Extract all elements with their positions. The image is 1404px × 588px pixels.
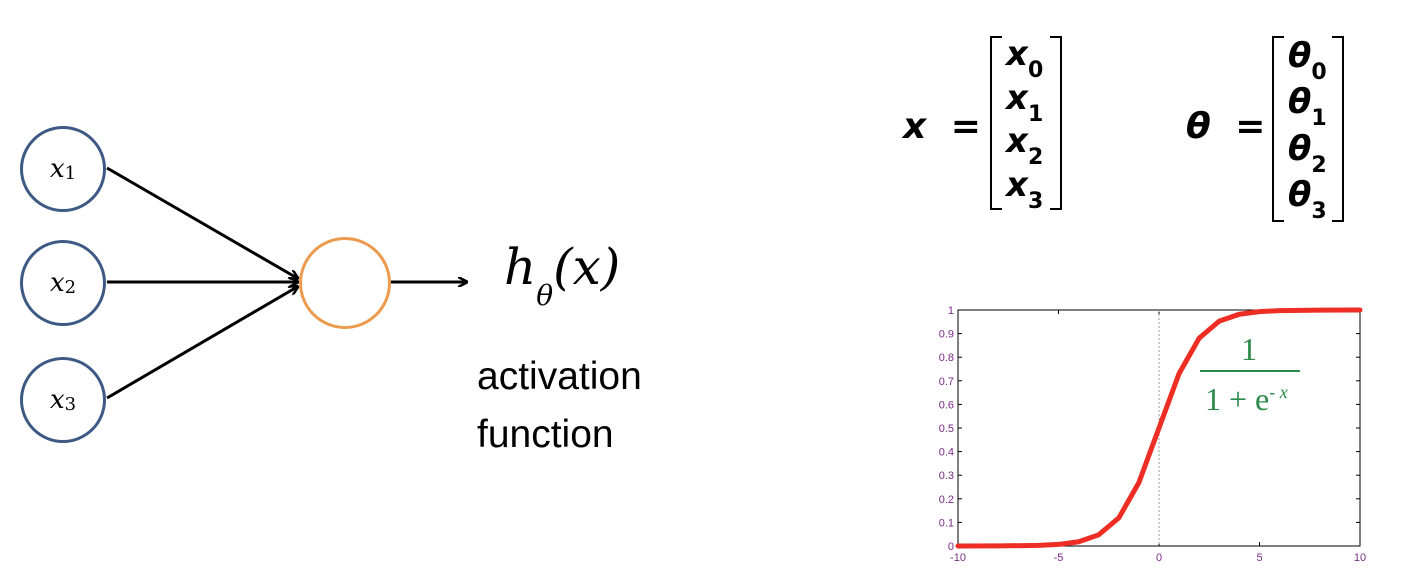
y-tick-label: 1 <box>948 305 954 317</box>
entry-var: θ <box>1288 175 1312 216</box>
neuron-node <box>299 237 391 329</box>
entry-var: x <box>1006 77 1028 118</box>
x-vector-entry: x1 <box>1006 77 1043 125</box>
y-tick-label: 0.2 <box>939 494 954 506</box>
theta-lhs-symbol: θ <box>1186 106 1211 147</box>
y-tick-label: 0.7 <box>939 376 954 388</box>
input-var: x <box>49 154 65 184</box>
formula-exponent: - x <box>1269 382 1287 402</box>
edge-x3-neuron <box>106 287 297 400</box>
formula-numerator: 1 <box>1241 331 1257 367</box>
theta-equals: = <box>1235 106 1266 147</box>
left-bracket <box>1272 36 1284 222</box>
y-tick-label: 0.8 <box>939 352 954 364</box>
y-tick-label: 0.3 <box>939 470 954 482</box>
entry-var: x <box>1006 34 1028 75</box>
entry-sub: 3 <box>1027 188 1044 214</box>
activation-caption: activation function <box>477 348 717 464</box>
caption-line-2: function <box>477 413 614 456</box>
y-tick-label: 0.6 <box>939 399 954 411</box>
x-equals: = <box>950 106 981 147</box>
y-tick-label: 0.1 <box>939 517 954 529</box>
sigmoid-formula: 1 1 + e- x <box>1200 331 1300 417</box>
entry-var: x <box>1006 121 1028 162</box>
left-bracket <box>990 36 1002 210</box>
entry-sub: 3 <box>1311 199 1327 225</box>
input-sub: 3 <box>64 393 77 415</box>
input-sub: 1 <box>64 162 77 184</box>
entry-sub: 0 <box>1311 59 1327 85</box>
right-bracket <box>1050 36 1062 210</box>
y-tick-label: 0 <box>948 541 954 553</box>
theta-vector-entry: θ1 <box>1288 82 1327 129</box>
x-vector: x0 x1 x2 x3 <box>990 34 1062 212</box>
theta-vector: θ0 θ1 θ2 θ3 <box>1272 35 1344 223</box>
edge-x1-neuron <box>106 166 297 278</box>
output-sub: θ <box>536 279 554 312</box>
entry-sub: 1 <box>1027 101 1044 127</box>
entry-var: x <box>1006 164 1028 205</box>
x-tick-label: 10 <box>1354 552 1366 564</box>
entry-var: θ <box>1288 35 1312 76</box>
sigmoid-curve <box>955 307 1363 549</box>
formula-denominator-base: 1 + e <box>1205 381 1269 417</box>
output-label: hθ(x) <box>504 242 620 310</box>
x-tick-label: 0 <box>1156 552 1162 564</box>
x-vector-entry: x0 <box>1006 34 1043 81</box>
theta-vector-entry: θ2 <box>1288 128 1327 176</box>
y-tick-label: 0.4 <box>939 447 954 459</box>
caption-line-1: activation <box>477 355 642 398</box>
entry-var: θ <box>1288 128 1312 169</box>
formula-denominator: 1 + e- x <box>1205 381 1288 417</box>
x-tick-label: -10 <box>950 552 966 564</box>
y-tick-label: 0.9 <box>939 329 954 341</box>
input-var: x <box>49 268 65 298</box>
input-sub: 2 <box>64 276 77 298</box>
entry-sub: 1 <box>1311 106 1327 132</box>
entry-sub: 0 <box>1027 58 1044 84</box>
output-h: h <box>504 238 537 296</box>
entry-sub: 2 <box>1027 145 1044 171</box>
x-vector-entry: x2 <box>1006 121 1043 168</box>
y-tick-label: 0.5 <box>939 423 954 435</box>
theta-vector-lhs: θ = <box>1186 106 1265 147</box>
x-tick-label: -5 <box>1054 552 1064 564</box>
sigmoid-chart: 0 0.1 0.2 0.3 0.4 0.5 0.6 0.7 0.8 0.9 1 -10 -5 0 5 10 1… <box>939 305 1366 564</box>
x-vector-lhs: x = <box>903 106 981 147</box>
right-bracket <box>1332 36 1344 222</box>
x-lhs-symbol: x <box>903 106 927 147</box>
entry-sub: 2 <box>1311 152 1327 178</box>
x-vector-entry: x3 <box>1006 164 1043 212</box>
theta-vector-entry: θ0 <box>1288 35 1327 83</box>
x-tick-label: 5 <box>1256 552 1262 564</box>
output-arg: (x) <box>553 238 621 296</box>
theta-vector-entry: θ3 <box>1288 175 1327 222</box>
entry-var: θ <box>1288 82 1312 123</box>
input-var: x <box>49 385 65 415</box>
